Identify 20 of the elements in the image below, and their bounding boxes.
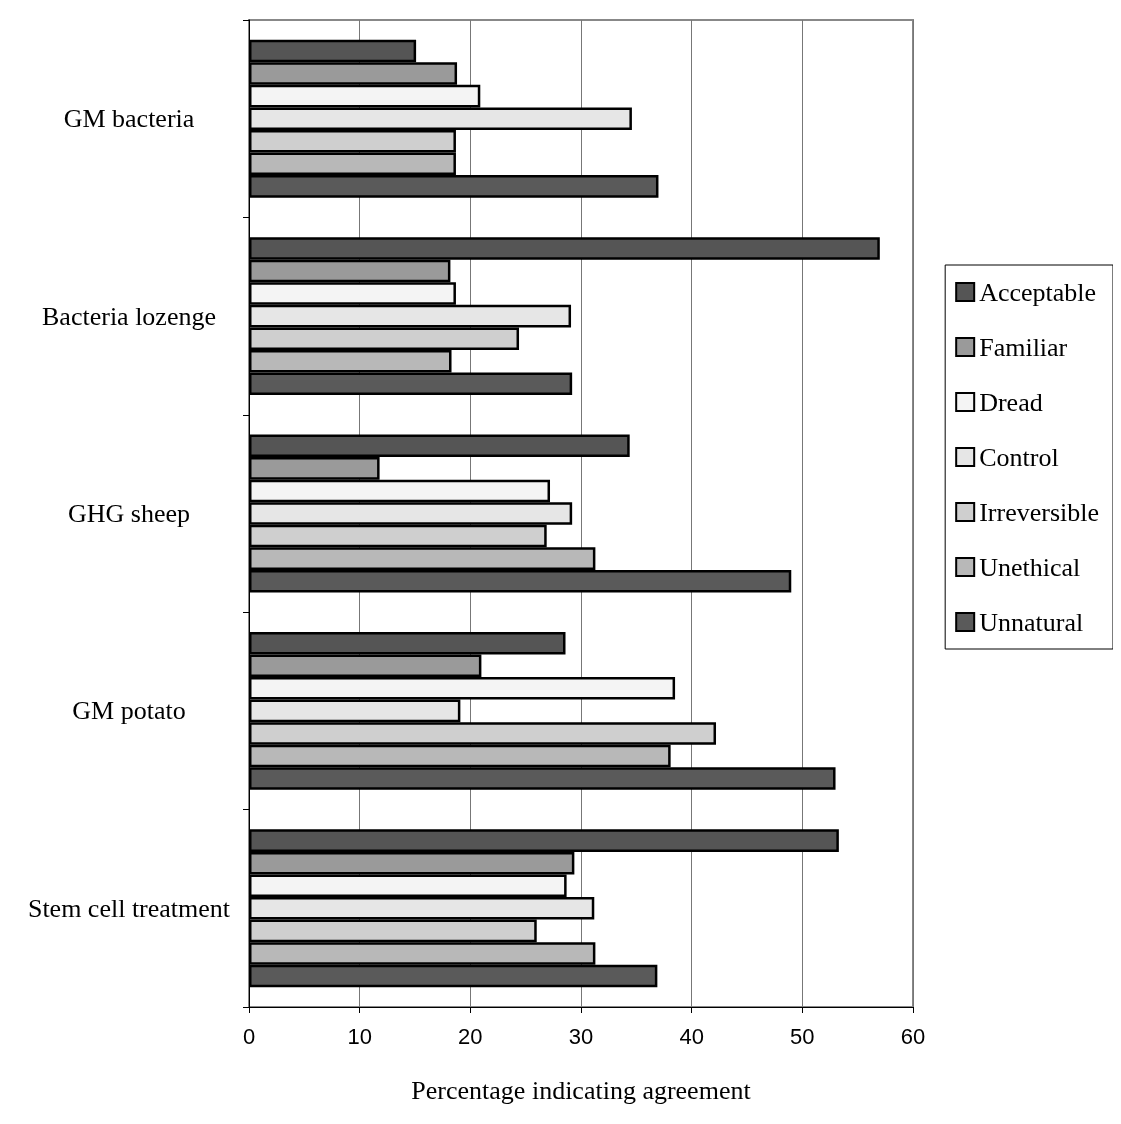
x-tick-label: 10: [347, 1023, 372, 1049]
legend-label: Dread: [979, 387, 1043, 417]
legend-label: Acceptable: [979, 277, 1097, 307]
x-axis-title: Percentage indicating agreement: [411, 1075, 752, 1105]
y-tick-label: Bacteria lozenge: [42, 301, 216, 331]
legend-label: Unethical: [979, 552, 1081, 582]
legend-label: Irreversible: [979, 497, 1100, 527]
x-tick-label: 0: [242, 1023, 256, 1049]
y-tick-label: GM potato: [72, 696, 186, 726]
legend-label: Control: [979, 442, 1059, 472]
x-tick-label: 50: [790, 1023, 815, 1049]
y-tick-label: Stem cell treatment: [27, 893, 231, 923]
x-tick-label: 20: [458, 1023, 483, 1049]
x-tick-label: 30: [568, 1023, 594, 1049]
legend-label: Familiar: [979, 332, 1068, 362]
y-tick-label: GM bacteria: [63, 104, 195, 134]
x-tick-label: 40: [679, 1023, 704, 1049]
x-tick-label: 60: [900, 1023, 926, 1049]
y-tick-label: GHG sheep: [67, 499, 191, 528]
legend-label: Unnatural: [979, 607, 1084, 637]
